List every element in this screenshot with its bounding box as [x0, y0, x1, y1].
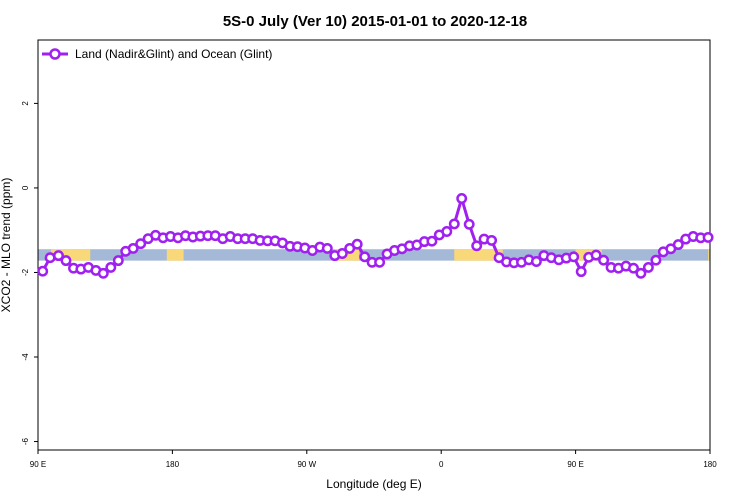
data-point: [702, 231, 714, 243]
legend-entry: Land (Nadir&Glint) and Ocean (Glint): [75, 47, 272, 61]
x-tick-label: 90 W: [297, 460, 316, 469]
data-point: [568, 251, 580, 263]
legend: Land (Nadir&Glint) and Ocean (Glint): [42, 47, 272, 61]
data-point: [456, 193, 468, 204]
x-tick-label: 90 E: [567, 460, 583, 469]
data-point: [112, 255, 124, 267]
chart-title: 5S-0 July (Ver 10) 2015-01-01 to 2020-12…: [223, 13, 527, 30]
data-point: [135, 238, 147, 250]
data-point: [359, 251, 371, 263]
y-tick-label: -2: [21, 268, 30, 276]
data-point: [463, 218, 475, 230]
legend-marker: [49, 48, 61, 60]
series-layer: [37, 193, 714, 279]
land-band: [51, 249, 91, 261]
data-point: [97, 267, 109, 279]
data-point: [575, 266, 587, 278]
data-point: [336, 248, 348, 259]
plot-frame: [37, 39, 711, 451]
data-point: [321, 242, 333, 254]
data-point: [598, 254, 610, 266]
data-point: [441, 226, 453, 237]
x-tick-label: 180: [166, 460, 180, 469]
tick-marks: [34, 102, 711, 454]
x-tick-label: 180: [703, 460, 717, 469]
data-point: [44, 252, 56, 264]
data-point: [650, 254, 662, 266]
data-point: [530, 256, 542, 267]
data-point: [590, 249, 602, 261]
y-tick-label: 0: [21, 185, 30, 190]
x-tick-labels: 90 E 180 90 W 0 90 E 180: [30, 460, 717, 469]
data-point: [635, 267, 647, 279]
data-point: [37, 265, 49, 277]
y-tick-label: -6: [21, 437, 30, 445]
data-point: [486, 234, 498, 246]
data-point: [628, 262, 639, 274]
data-point: [53, 250, 64, 262]
data-point: [471, 240, 483, 252]
y-tick-labels: 2 0 -2 -4 -6: [21, 101, 30, 445]
ocean-band: [38, 249, 710, 261]
land-band: [708, 249, 710, 261]
data-point: [672, 239, 684, 251]
x-tick-label: 90 E: [30, 460, 46, 469]
land-band: [166, 249, 184, 261]
x-axis-label: Longitude (deg E): [326, 477, 421, 491]
data-point: [426, 235, 438, 247]
land-band: [454, 249, 503, 261]
data-point: [351, 238, 363, 250]
data-point: [374, 256, 386, 268]
data-point: [127, 242, 139, 254]
y-tick-label: -4: [21, 353, 30, 361]
y-axis-label: XCO2 - MLO trend (ppm): [0, 178, 13, 313]
y-tick-label: 2: [21, 101, 30, 106]
x-tick-label: 0: [439, 460, 444, 469]
data-point: [642, 261, 654, 273]
data-point: [60, 255, 72, 267]
data-point: [105, 261, 117, 273]
data-point: [448, 218, 460, 230]
